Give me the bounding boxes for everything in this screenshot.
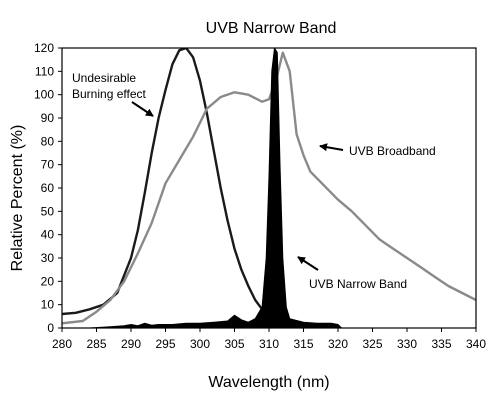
x-tick-label: 335 (431, 337, 451, 351)
y-tick-label: 120 (34, 41, 54, 55)
series-undesirable-burning-effect (62, 48, 284, 327)
x-tick-label: 310 (259, 337, 279, 351)
y-tick-label: 100 (34, 88, 54, 102)
annotation-narrowband-label: UVB Narrow Band (309, 277, 407, 291)
x-tick-label: 300 (190, 337, 210, 351)
x-tick-label: 330 (397, 337, 417, 351)
y-tick-label: 30 (41, 251, 55, 265)
y-tick-label: 20 (41, 274, 55, 288)
x-tick-label: 320 (328, 337, 348, 351)
x-tick-label: 285 (86, 337, 106, 351)
x-tick-label: 340 (466, 337, 486, 351)
axis-ticks: 280 285 290 295 300 305 310 315 320 325 330 335 340 0… (34, 41, 486, 351)
annotation-narrowband: UVB Narrow Band (297, 256, 407, 291)
x-tick-label: 305 (224, 337, 244, 351)
x-tick-label: 290 (121, 337, 141, 351)
x-tick-label: 325 (362, 337, 382, 351)
annotation-burning-line1: Undesirable (72, 71, 136, 85)
x-axis-label: Wavelength (nm) (208, 374, 329, 391)
annotation-broadband-arrow (319, 143, 344, 152)
series-uvb-narrow-band (89, 48, 343, 328)
y-tick-label: 50 (41, 204, 55, 218)
annotation-burning: Undesirable Burning effect (72, 71, 154, 117)
series-uvb-broadband (62, 51, 476, 325)
y-tick-label: 90 (41, 111, 55, 125)
y-tick-label: 80 (41, 134, 55, 148)
annotation-broadband-label: UVB Broadband (349, 144, 436, 158)
annotation-burning-line2: Burning effect (72, 87, 146, 101)
x-tick-label: 315 (293, 337, 313, 351)
y-axis-label: Relative Percent (%) (9, 125, 26, 272)
chart-title: UVB Narrow Band (206, 20, 337, 37)
annotation-broadband: UVB Broadband (319, 143, 436, 158)
annotation-burning-arrow (131, 101, 154, 117)
annotation-narrowband-arrow (297, 256, 319, 271)
y-tick-label: 10 (41, 298, 55, 312)
y-tick-label: 60 (41, 181, 55, 195)
plot-area (62, 48, 476, 328)
y-tick-label: 40 (41, 228, 55, 242)
y-tick-label: 0 (47, 321, 54, 335)
x-tick-label: 280 (52, 337, 72, 351)
y-tick-label: 110 (35, 64, 54, 78)
y-tick-label: 70 (41, 158, 55, 172)
x-tick-label: 295 (155, 337, 175, 351)
